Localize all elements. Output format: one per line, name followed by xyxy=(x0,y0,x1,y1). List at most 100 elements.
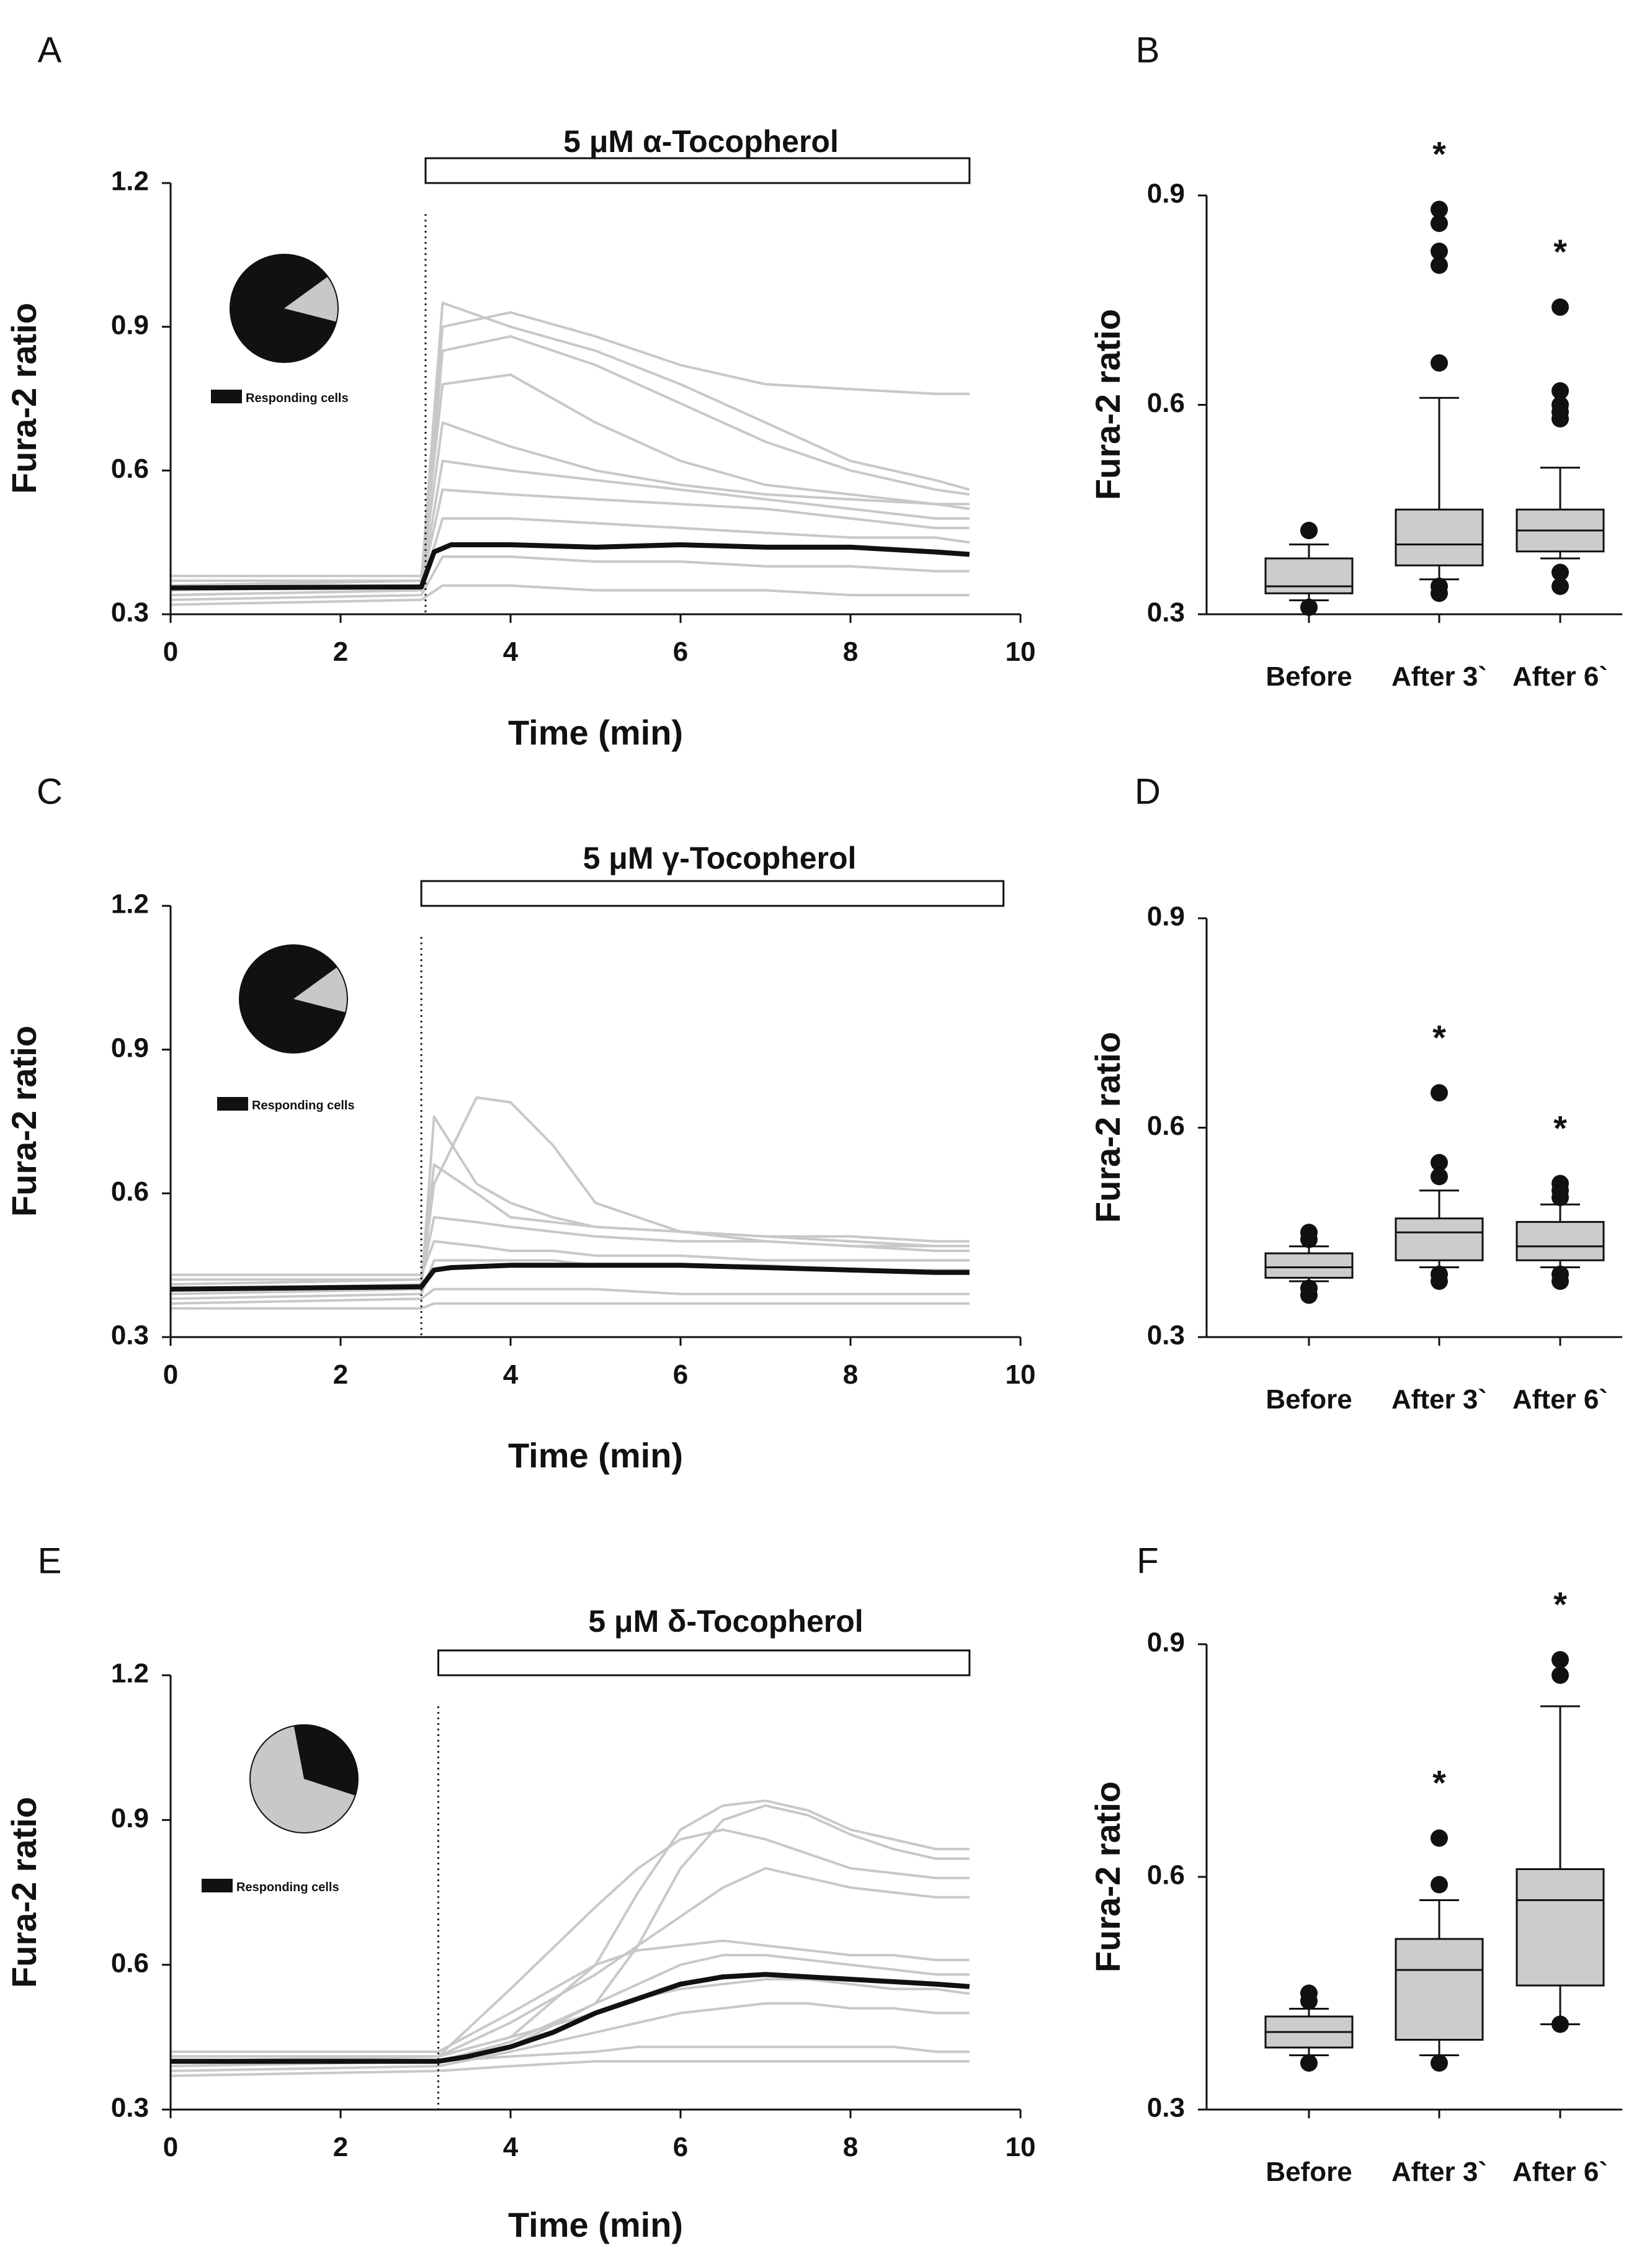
y-tick-label: 0.3 xyxy=(111,598,149,628)
outlier-point xyxy=(1552,1651,1569,1668)
y-tick-label: 0.6 xyxy=(111,1948,149,1978)
x-tick-label: 4 xyxy=(503,1359,519,1390)
x-tick-label: After 6` xyxy=(1512,661,1608,692)
outlier-point xyxy=(1431,243,1448,260)
legend-label: Responding cells xyxy=(236,1881,339,1894)
outlier-point xyxy=(1431,578,1448,595)
box xyxy=(1516,1220,1605,1261)
cell-trace xyxy=(170,1215,970,1286)
y-tick-label: 0.9 xyxy=(111,310,149,340)
cell-trace xyxy=(171,1163,970,1281)
x-tick-label: 0 xyxy=(163,1359,178,1390)
x-tick-label: Before xyxy=(1266,2157,1352,2187)
cell-trace xyxy=(170,2060,970,2077)
outlier-point xyxy=(1552,563,1569,581)
x-tick-label: 8 xyxy=(843,2132,858,2162)
trace-panel-c: C 5 μM γ-Tocopherol 0 2 4 6 8 10 0.3 0.6 0.9 1.2 Tim… xyxy=(4,771,1035,1475)
panel-label: D xyxy=(1135,771,1161,812)
cell-trace xyxy=(171,373,970,578)
x-tick-label: 2 xyxy=(333,1359,348,1390)
x-tick-label: 2 xyxy=(333,637,348,667)
outlier-point xyxy=(1300,1984,1318,2002)
cell-trace xyxy=(170,1954,970,2067)
y-tick-label: 1.2 xyxy=(111,889,149,920)
outlier-point xyxy=(1300,598,1318,616)
y-tick-label: 0.6 xyxy=(1147,388,1185,418)
x-axis-label: Time (min) xyxy=(508,2205,683,2244)
outlier-point xyxy=(1300,2054,1318,2072)
y-tick-label: 0.9 xyxy=(111,1803,149,1833)
application-bar xyxy=(437,1649,971,1676)
x-tick-label: After 3` xyxy=(1391,2157,1487,2187)
x-tick-label: 10 xyxy=(1006,637,1036,667)
outlier-point xyxy=(1552,1265,1569,1283)
outlier-point xyxy=(1552,2015,1569,2033)
box-panel-f: F 0.3 0.6 0.9 Fura-2 ratio Before After 3` * Aft… xyxy=(1088,1541,1622,2187)
x-tick-label: 10 xyxy=(1006,1359,1036,1390)
cell-trace xyxy=(171,1302,970,1310)
cell-trace xyxy=(171,1978,970,2058)
legend-swatch xyxy=(211,390,242,403)
outlier-point xyxy=(1431,1829,1448,1847)
chart-title: 5 μM γ-Tocopherol xyxy=(583,841,857,875)
y-tick-label: 0.6 xyxy=(1147,1111,1185,1141)
cell-trace xyxy=(170,459,970,592)
box xyxy=(1395,1938,1484,2041)
outlier-point xyxy=(1552,1175,1569,1193)
x-tick-label: After 6` xyxy=(1512,1384,1608,1415)
cell-trace xyxy=(171,2045,970,2063)
trace-panel-e: E 5 μM δ-Tocopherol 0 2 4 6 8 10 0.3 0.6 0.9 1.2 Tim… xyxy=(4,1541,1035,2244)
box xyxy=(1264,1252,1354,1279)
y-tick-label: 0.9 xyxy=(1147,902,1185,932)
outlier-point xyxy=(1431,256,1448,274)
x-tick-label: Before xyxy=(1266,661,1352,692)
chart-title: 5 μM α-Tocopherol xyxy=(563,124,839,159)
y-tick-label: 0.3 xyxy=(1147,1320,1185,1351)
outlier-point xyxy=(1552,396,1569,414)
cell-trace xyxy=(170,584,970,606)
outlier-point xyxy=(1431,1265,1448,1283)
y-tick-label: 0.3 xyxy=(1147,598,1185,628)
outlier-point xyxy=(1300,1279,1318,1297)
y-axis-label: Fura-2 ratio xyxy=(1088,1781,1127,1972)
outlier-point xyxy=(1552,298,1569,316)
cell-trace xyxy=(171,1828,970,2058)
cell-trace xyxy=(171,1240,970,1276)
x-tick-label: 4 xyxy=(503,637,519,667)
outlier-point xyxy=(1431,1084,1448,1102)
x-tick-label: 2 xyxy=(333,2132,348,2162)
pie-slice-responding xyxy=(230,254,337,363)
cell-trace xyxy=(170,2002,970,2072)
pie-slice-responding xyxy=(293,1724,358,1796)
x-tick-label: 6 xyxy=(673,1359,688,1390)
significance-star: * xyxy=(1432,135,1446,174)
application-bar xyxy=(420,880,1005,907)
y-tick-label: 1.2 xyxy=(111,1658,149,1689)
y-axis-label: Fura-2 ratio xyxy=(1088,309,1127,500)
panel-label: F xyxy=(1136,1541,1158,1581)
box xyxy=(1516,1868,1605,1987)
x-tick-label: 6 xyxy=(673,2132,688,2162)
x-tick-label: Before xyxy=(1266,1384,1352,1415)
y-tick-label: 0.9 xyxy=(1147,1627,1185,1658)
y-tick-label: 1.2 xyxy=(111,166,149,197)
outlier-point xyxy=(1552,578,1569,595)
cell-trace xyxy=(170,555,970,601)
box-panel-d: D 0.3 0.6 0.9 Fura-2 ratio Before After 3` * Aft… xyxy=(1088,771,1622,1415)
x-tick-label: 6 xyxy=(673,637,688,667)
outlier-point xyxy=(1552,382,1569,400)
chart-title: 5 μM δ-Tocopherol xyxy=(588,1604,863,1639)
panel-label: A xyxy=(38,30,62,70)
box-panel-b: B 0.3 0.6 0.9 Fura-2 ratio Before After 3` * Aft… xyxy=(1088,30,1622,692)
x-tick-label: 8 xyxy=(843,637,858,667)
x-axis-label: Time (min) xyxy=(508,713,683,752)
cell-trace xyxy=(170,1115,970,1296)
panel-label: C xyxy=(37,771,63,812)
trace-panel-a: A 5 μM α-Tocopherol 0 2 4 6 8 10 0.3 0.6 0.9 1.2 Tim… xyxy=(4,30,1035,752)
pie-slice-responding xyxy=(239,945,346,1054)
x-tick-label: After 3` xyxy=(1391,661,1487,692)
x-axis-label: Time (min) xyxy=(508,1436,683,1475)
y-tick-label: 0.3 xyxy=(111,1320,149,1351)
